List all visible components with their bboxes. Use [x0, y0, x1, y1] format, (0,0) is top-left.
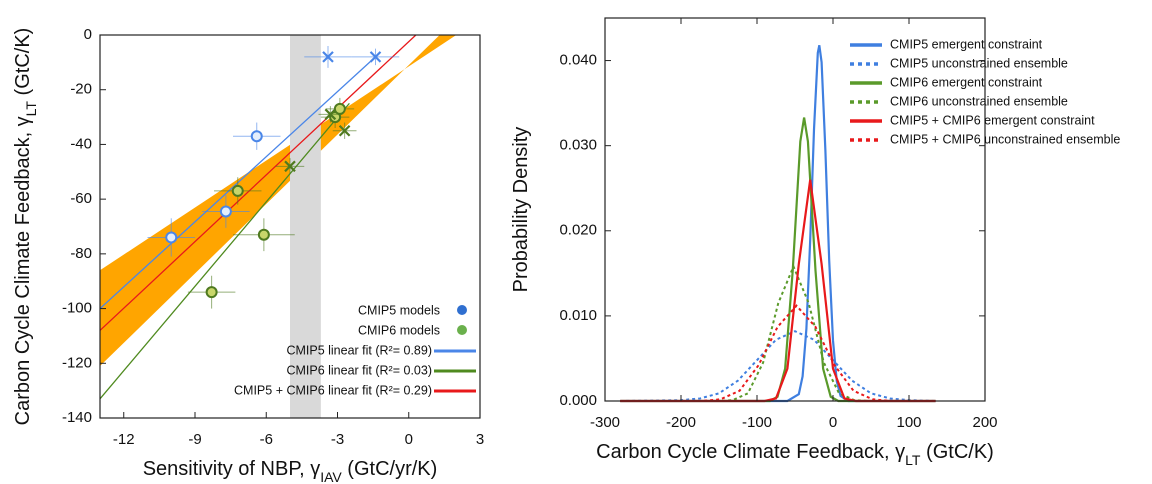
- legend-label: CMIP5 emergent constraint: [890, 37, 1043, 51]
- density-line: [620, 263, 936, 402]
- y-tick-label: 0: [84, 26, 92, 43]
- point: [257, 228, 270, 241]
- x-tick-label: -12: [113, 431, 135, 448]
- y-tick-label: 0.000: [559, 392, 597, 409]
- y-tick-label: 0.040: [559, 52, 597, 69]
- y-tick-label: -140: [62, 409, 92, 426]
- x-axis-label-text: Sensitivity of NBP, γ: [143, 458, 320, 480]
- x-axis-label-sub: LT: [905, 452, 921, 468]
- point-cross: [322, 51, 334, 63]
- y-axis-label-text: Probability Density: [510, 127, 532, 293]
- legend-label: CMIP6 unconstrained ensemble: [890, 94, 1068, 108]
- plot-frame: [99, 34, 481, 419]
- x-axis-label: Sensitivity of NBP, γIAV (GtC/yr/K): [143, 458, 438, 484]
- point: [219, 205, 232, 218]
- point-cross: [338, 124, 351, 137]
- y-axis-label-text: Carbon Cycle Climate Feedback, γ: [12, 116, 34, 425]
- x-tick-label: -100: [742, 414, 772, 431]
- density-line: [620, 330, 936, 402]
- y-tick-label: 0.010: [559, 307, 597, 324]
- y-axis-label: Probability Density: [510, 127, 532, 293]
- point-cross: [284, 160, 296, 173]
- x-axis-label-text: Carbon Cycle Climate Feedback, γ: [596, 441, 905, 463]
- point-cross: [324, 108, 337, 121]
- density-line: [620, 179, 936, 403]
- fit-line: [99, 102, 350, 400]
- x-tick-label: 200: [972, 414, 997, 431]
- x-tick-label: -3: [331, 431, 344, 448]
- y-tick-label: -20: [70, 81, 92, 98]
- x-tick-label: -200: [666, 414, 696, 431]
- x-tick-label: -6: [260, 431, 273, 448]
- y-tick-label: -40: [70, 135, 92, 152]
- legend-label: CMIP6 linear fit (R²= 0.03): [286, 363, 432, 377]
- density-line: [620, 45, 936, 403]
- point: [165, 231, 178, 244]
- x-axis-label-sub: IAV: [320, 469, 342, 484]
- y-axis-label: Carbon Cycle Climate Feedback, γLT (GtC/…: [12, 28, 38, 426]
- y-tick-label: -80: [70, 245, 92, 262]
- x-tick-label: -9: [188, 431, 201, 448]
- fit-line: [99, 34, 417, 331]
- legend-label: CMIP6 models: [358, 323, 440, 337]
- x-tick-label: 0: [405, 431, 413, 448]
- x-tick-label: 100: [896, 414, 921, 431]
- x-axis-label-unit: (GtC/K): [920, 441, 993, 463]
- y-tick-label: -100: [62, 300, 92, 317]
- density-line: [620, 304, 936, 402]
- legend-label: CMIP5 models: [358, 303, 440, 317]
- y-tick-label: -60: [70, 190, 92, 207]
- legend-label: CMIP5 + CMIP6 unconstrained ensemble: [890, 132, 1120, 146]
- point: [205, 286, 218, 299]
- y-tick-label: -120: [62, 354, 92, 371]
- x-tick-label: 3: [476, 431, 484, 448]
- y-tick-label: 0.020: [559, 222, 597, 239]
- x-axis-label: Carbon Cycle Climate Feedback, γLT (GtC/…: [596, 441, 994, 467]
- point-cross: [369, 51, 382, 63]
- plot-frame: [604, 17, 986, 402]
- legend-marker: [457, 325, 467, 335]
- legend-label: CMIP5 + CMIP6 linear fit (R²= 0.29): [234, 383, 432, 397]
- legend-label: CMIP5 linear fit (R²= 0.89): [286, 343, 432, 357]
- point: [250, 130, 263, 143]
- legend-label: CMIP6 emergent constraint: [890, 75, 1043, 89]
- legend-label: CMIP5 + CMIP6 emergent constraint: [890, 113, 1095, 127]
- x-tick-label: 0: [829, 414, 837, 431]
- density-line: [620, 117, 936, 403]
- y-axis-label-sub: LT: [23, 101, 39, 117]
- x-axis-label-unit: (GtC/yr/K): [342, 458, 438, 480]
- x-tick-label: -300: [590, 414, 620, 431]
- y-tick-label: 0.030: [559, 137, 597, 154]
- legend-label: CMIP5 unconstrained ensemble: [890, 56, 1068, 70]
- y-axis-label-unit: (GtC/K): [12, 28, 34, 101]
- legend-marker: [457, 305, 467, 315]
- point: [333, 102, 346, 115]
- observation-band: [290, 35, 321, 418]
- point: [231, 184, 244, 197]
